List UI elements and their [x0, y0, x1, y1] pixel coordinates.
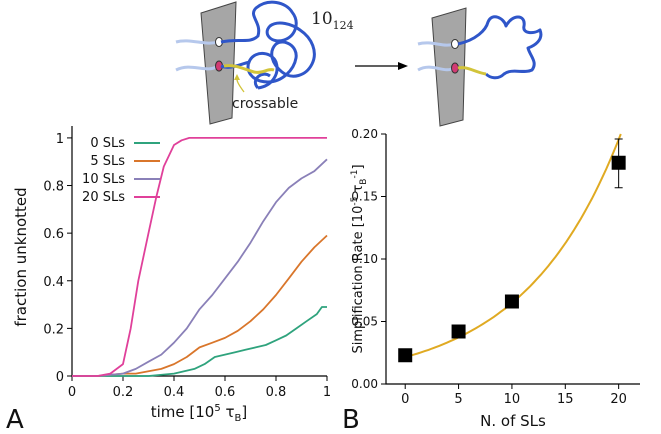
panel-b-y-tick-label: 0.00: [351, 377, 378, 391]
data-point-marker: [398, 348, 413, 363]
panel-a-y-tick-label: 1: [56, 132, 64, 147]
knot-schematic: crossable 10124: [175, 0, 354, 125]
panel-b-x-tick-label: 20: [610, 392, 627, 407]
legend-label: 10 SLs: [82, 172, 125, 187]
panel-b-x-tick-label: 0: [401, 392, 409, 407]
series-line-10-sls: [72, 158, 328, 377]
legend-label: 0 SLs: [90, 136, 125, 151]
panel-b-y-tick-label: 0.20: [351, 127, 378, 141]
threaded-chain-tail: [175, 39, 219, 72]
panel-b-y-tick-label: 0.15: [351, 190, 378, 204]
panel-b-label: B: [342, 405, 360, 430]
unknotted-schematic: [417, 7, 543, 127]
panel-b-plot-frame: [385, 134, 640, 385]
legend-label: 5 SLs: [90, 154, 125, 169]
panel-a-y-tick-label: 0.2: [43, 322, 64, 337]
panel-a-x-tick-label: 0: [68, 385, 76, 400]
panel-b-y-tick-label: 0.05: [351, 315, 378, 329]
panel-a-x-tick-label: 1: [323, 385, 331, 400]
panel-a-y-axis-label: fraction unknotted: [12, 187, 30, 326]
panel-a-x-tick-label: 0.6: [215, 385, 236, 400]
crossable-label: crossable: [232, 96, 298, 112]
panel-a-x-tick-label: 0.4: [164, 385, 185, 400]
panel-a-x-tick-label: 0.2: [113, 385, 134, 400]
panel-b-y-tick-label: 0.10: [351, 252, 378, 266]
panel-b-x-tick-label: 10: [504, 392, 521, 407]
panel-b-y-axis-label: Simplification Rate [10-5 τB-1]: [350, 164, 369, 353]
legend-label: 20 SLs: [82, 190, 125, 205]
series-line-0-sls: [72, 306, 327, 377]
panel-b-x-tick-label: 5: [454, 392, 462, 407]
transition-arrow: [355, 62, 408, 70]
panel-a-x-axis-label: time [105 τB]: [151, 403, 248, 424]
panel-b-x-tick-label: 15: [557, 392, 574, 407]
fit-curve: [402, 133, 622, 359]
knot-type-label: 10124: [311, 9, 354, 32]
data-point-marker: [451, 324, 466, 339]
series-line-5-sls: [72, 234, 328, 377]
panel-b-x-axis-label: N. of SLs: [480, 412, 546, 430]
panel-a-x-tick-label: 0.8: [266, 385, 287, 400]
panel-a-y-tick-label: 0.6: [43, 227, 64, 242]
data-point-marker: [611, 155, 626, 170]
panel-a-y-tick-label: 0: [56, 370, 64, 385]
panel-b-scatter-chart: 0 5 10 15 20 0.00 0.05 0.10 0.15 0.20 Simplifica…: [342, 127, 640, 434]
panel-a-line-chart: 0 0.2 0.4 0.6 0.8 1 0 0.2 0.4 0.6 0.8 1 0 SLs 5 SLs…: [6, 126, 331, 434]
crossable-strand: [223, 64, 275, 74]
data-point-marker: [504, 294, 519, 309]
panel-a-y-tick-label: 0.8: [43, 180, 64, 195]
panel-a-y-tick-label: 0.4: [43, 275, 64, 290]
panel-a-label: A: [6, 405, 24, 430]
series-line-20-sls: [72, 136, 327, 377]
